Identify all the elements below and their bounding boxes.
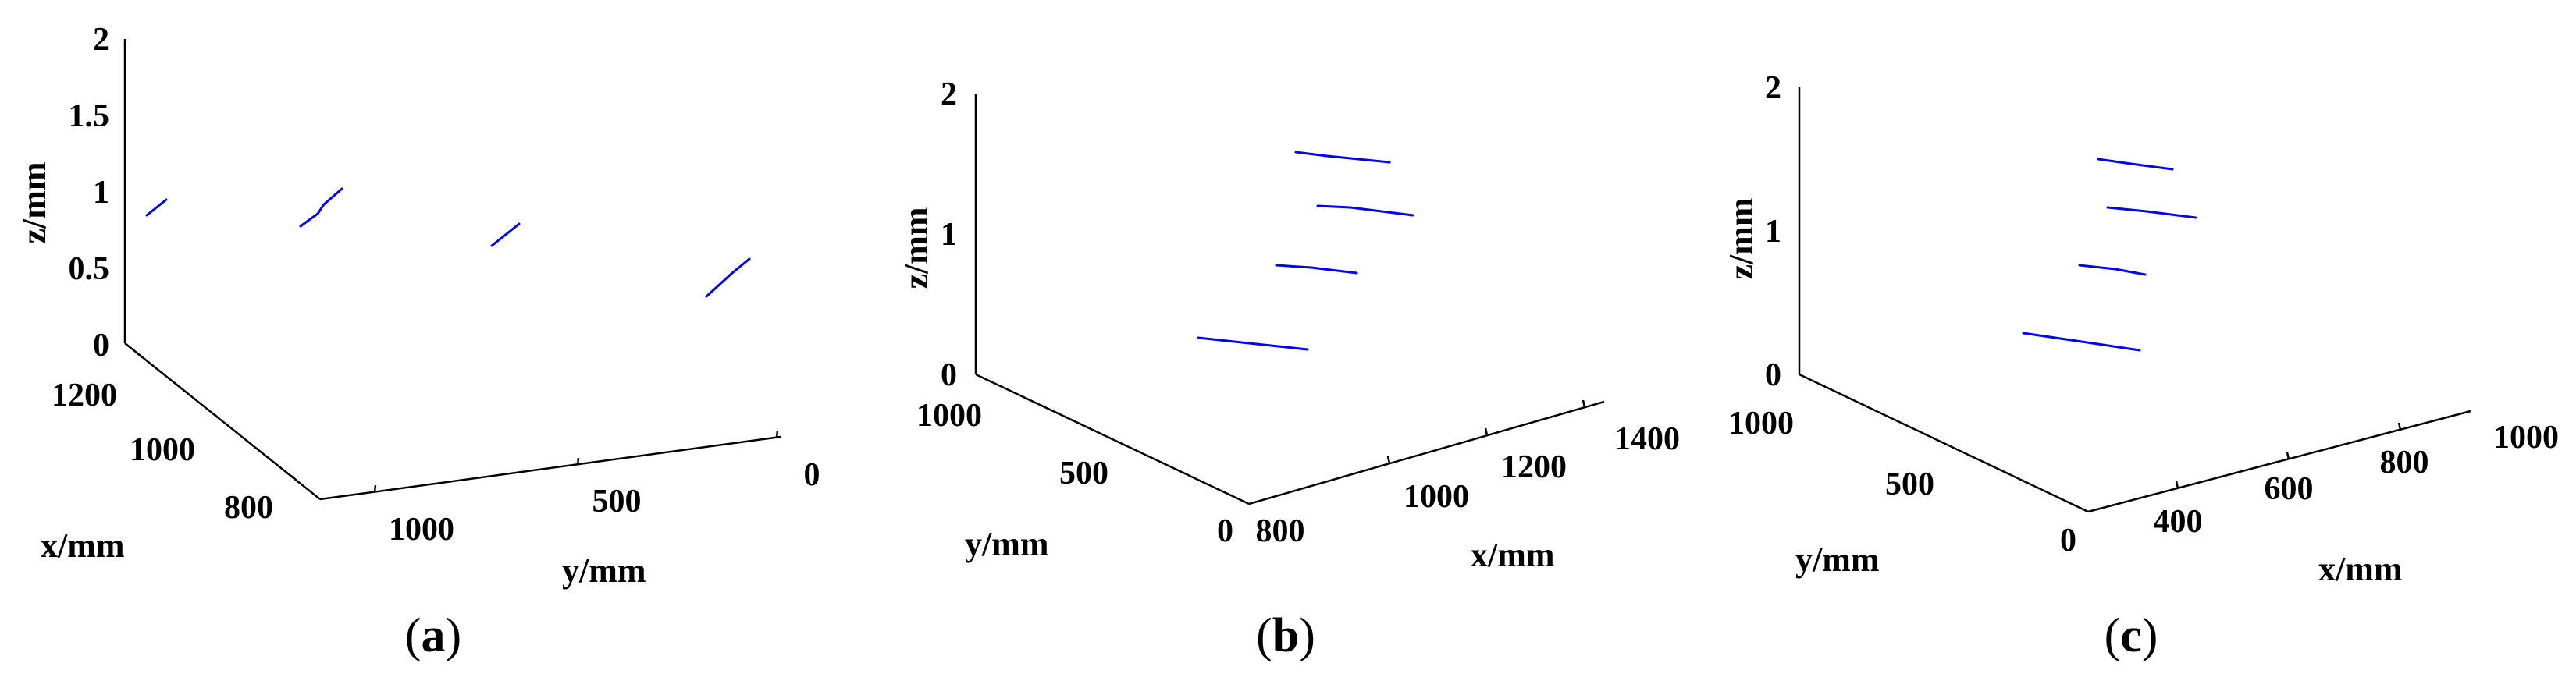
panel-b-x-axis [1248,400,1605,505]
panel-a-x-tick-label: 1000 [130,432,195,468]
panel-c-y-tick-label: 500 [1885,466,1934,502]
panel-a-x-tick [290,475,297,481]
panel-c-x-axis [2087,410,2471,513]
panel-a-trace [490,222,521,247]
panel-a-y-axis [319,435,781,501]
panel-c-y-axis-label: y/mm [1795,541,1880,579]
panel-c-trace [2097,158,2174,171]
panel-c-x-tick-label: 800 [2380,445,2429,481]
panel-c-caption: (c) [2105,609,2158,662]
panel-c-y-axis [1799,373,2089,513]
panel-a-x-axis-label: x/mm [41,527,125,565]
panel-a-y-tick-label: 500 [592,484,642,520]
panel-c-z-tick-label: 0 [1765,357,1781,393]
panel-b-x-axis-label: x/mm [1471,536,1555,574]
panel-a-y-tick-label: 0 [804,457,820,493]
panel-c-z-axis-label: z/mm [1722,197,1760,279]
panel-b-trace [1275,264,1358,275]
panel-b-z-axis-label: z/mm [897,207,935,289]
panel-a-x-tick [212,413,219,419]
panel-b-y-tick-label: 1000 [916,398,982,434]
panel-a-x-tick-label: 1200 [52,378,117,413]
panel-a-z-tick-label: 1.5 [69,98,110,134]
panel-b-caption: (b) [1256,609,1315,662]
panel-a-trace [145,198,168,217]
panel-c-x-tick [2397,422,2402,431]
panel-b-y-axis [975,373,1250,505]
panel-a-z-tick-label: 2 [93,22,109,58]
panel-a-trace [299,187,343,228]
panel-b-z-tick-label: 0 [941,357,957,393]
panel-b-z-tick-label: 2 [941,76,957,112]
panel-b-x-tick [1484,427,1489,436]
panel-c-x-tick-label: 400 [2154,504,2203,540]
panel-b-x-tick [1582,399,1586,408]
panel-b-trace [1197,336,1309,351]
panel-c-x-tick-label: 600 [2265,471,2314,507]
panel-c-trace [2022,332,2141,352]
panel-a-z-axis-label: z/mm [15,161,53,243]
panel-c: 2 1 0 1000 500 0 400 600 800 1000 z/mm y… [1722,70,2559,662]
panel-b-x-tick-label: 800 [1256,513,1305,549]
panel-a-x-tick [136,352,143,358]
panel-b-trace [1316,204,1414,217]
panel-c-x-tick [2286,452,2290,460]
panel-a: 2 1.5 1 0.5 0 1200 1000 800 1000 500 0 z… [15,22,820,662]
panel-b-trace [1294,151,1391,164]
panel-c-x-axis-label: x/mm [2318,550,2403,588]
panel-b-x-tick-label: 1400 [1614,421,1680,457]
panel-b-x-tick [1386,456,1391,464]
panel-a-x-tick-label: 800 [224,490,273,526]
panel-b: 2 1 0 1000 500 0 800 1000 1200 1400 z/mm… [897,76,1680,662]
panel-c-z-tick-label: 1 [1765,214,1781,250]
panel-b-z-tick-label: 1 [941,217,957,253]
panel-c-trace [2106,206,2197,219]
panel-c-y-tick-label: 1000 [1728,406,1794,442]
panel-c-trace [2078,264,2147,276]
panel-c-x-tick-label: 1000 [2493,420,2559,456]
panel-c-y-tick-label: 0 [2060,523,2076,559]
panel-b-x-tick-label: 1200 [1501,449,1567,485]
panel-c-z-tick-label: 2 [1765,70,1781,106]
panel-c-x-tick [2175,481,2179,489]
panel-b-y-tick-label: 500 [1059,456,1108,491]
panel-a-caption: (a) [405,609,461,662]
panel-a-y-axis-label: y/mm [562,551,646,590]
panel-a-z-tick-label: 1 [93,175,109,211]
panel-a-z-tick-label: 0 [93,328,109,364]
panel-b-x-tick-label: 1000 [1404,479,1469,515]
panel-a-z-tick-label: 0.5 [69,251,110,287]
panel-b-y-axis-label: y/mm [965,525,1049,563]
panel-a-x-axis [124,342,321,500]
panel-b-y-tick-label: 0 [1217,513,1233,549]
panel-a-trace [705,257,751,298]
panel-a-y-tick-label: 1000 [389,512,454,548]
